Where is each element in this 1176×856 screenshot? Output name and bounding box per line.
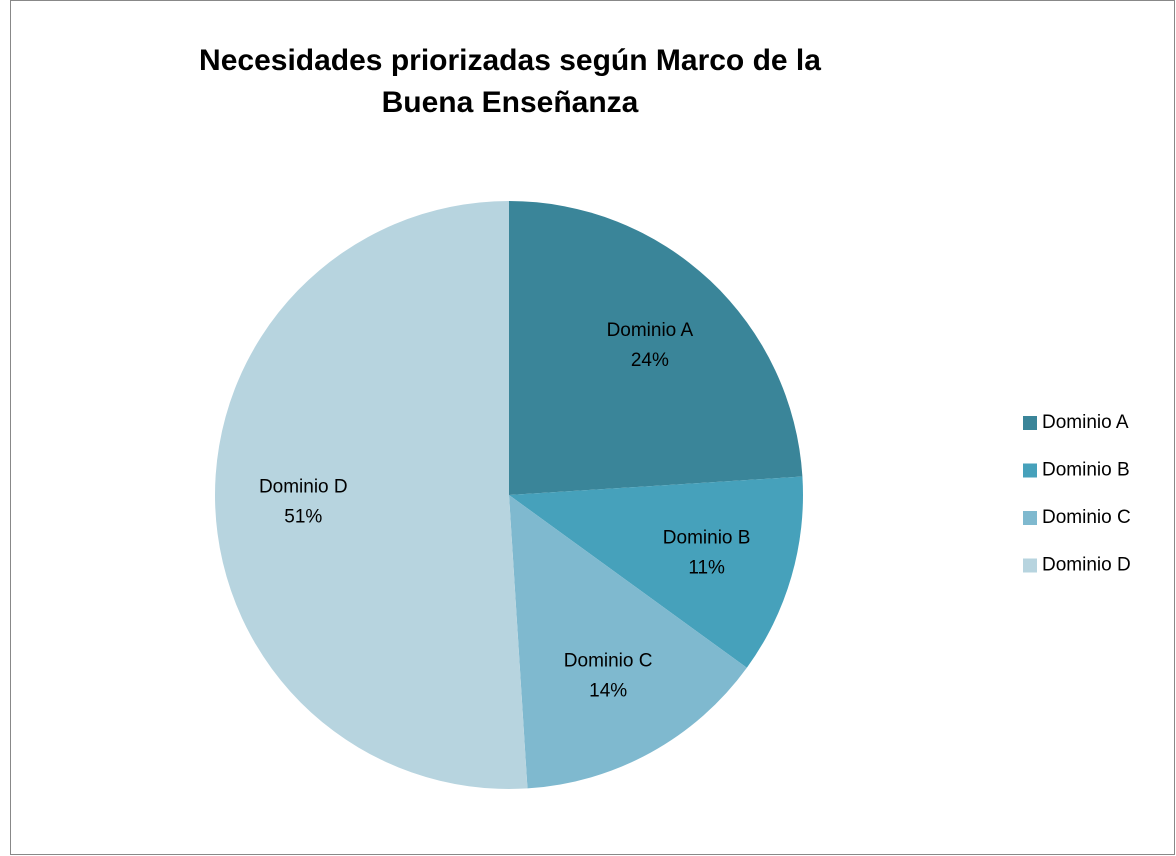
- chart-title: Necesidades priorizadas según Marco de l…: [199, 44, 821, 119]
- slice-label: Dominio A: [607, 320, 694, 341]
- slice-label: Dominio B: [663, 527, 751, 548]
- pie-slice: [509, 201, 803, 495]
- pie-slice: [509, 476, 803, 668]
- legend-label: Dominio B: [1042, 460, 1130, 481]
- legend-label: Dominio D: [1042, 555, 1131, 576]
- slice-value-label: 24%: [631, 350, 669, 371]
- legend-label: Dominio C: [1042, 507, 1131, 528]
- legend-swatch: [1023, 511, 1037, 525]
- legend-swatch: [1023, 558, 1037, 573]
- legend-label: Dominio A: [1042, 412, 1129, 433]
- slice-label: Dominio C: [564, 650, 653, 671]
- slice-label: Dominio D: [259, 476, 348, 497]
- legend-swatch: [1023, 463, 1037, 478]
- slice-value-label: 51%: [284, 506, 322, 527]
- slice-value-label: 14%: [589, 680, 627, 701]
- pie-slice: [215, 200, 528, 789]
- pie-slice: [509, 495, 747, 789]
- legend-swatch: [1023, 416, 1037, 430]
- slice-value-label: 11%: [688, 557, 725, 578]
